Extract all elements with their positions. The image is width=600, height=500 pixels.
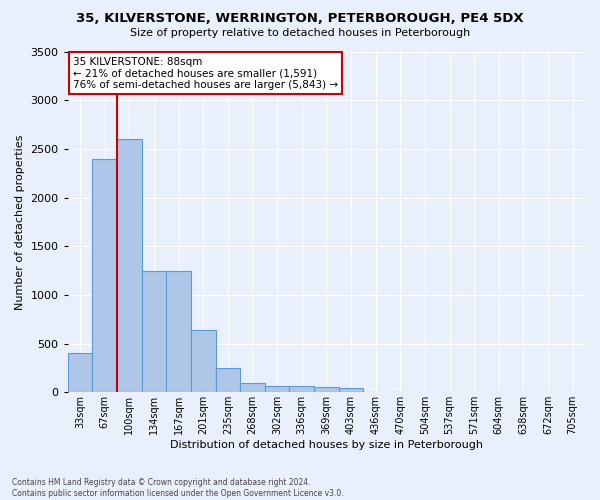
- Bar: [117, 139, 142, 392]
- Bar: [240, 382, 265, 392]
- Bar: [68, 354, 92, 393]
- Bar: [289, 386, 314, 392]
- Bar: [142, 270, 166, 392]
- Y-axis label: Number of detached properties: Number of detached properties: [15, 134, 25, 310]
- Text: 35 KILVERSTONE: 88sqm
← 21% of detached houses are smaller (1,591)
76% of semi-d: 35 KILVERSTONE: 88sqm ← 21% of detached …: [73, 56, 338, 90]
- Bar: [166, 270, 191, 392]
- Bar: [265, 386, 289, 392]
- Text: Contains HM Land Registry data © Crown copyright and database right 2024.
Contai: Contains HM Land Registry data © Crown c…: [12, 478, 344, 498]
- Bar: [314, 388, 338, 392]
- X-axis label: Distribution of detached houses by size in Peterborough: Distribution of detached houses by size …: [170, 440, 483, 450]
- Text: 35, KILVERSTONE, WERRINGTON, PETERBOROUGH, PE4 5DX: 35, KILVERSTONE, WERRINGTON, PETERBOROUG…: [76, 12, 524, 26]
- Bar: [191, 330, 215, 392]
- Bar: [92, 158, 117, 392]
- Text: Size of property relative to detached houses in Peterborough: Size of property relative to detached ho…: [130, 28, 470, 38]
- Bar: [338, 388, 364, 392]
- Bar: [215, 368, 240, 392]
